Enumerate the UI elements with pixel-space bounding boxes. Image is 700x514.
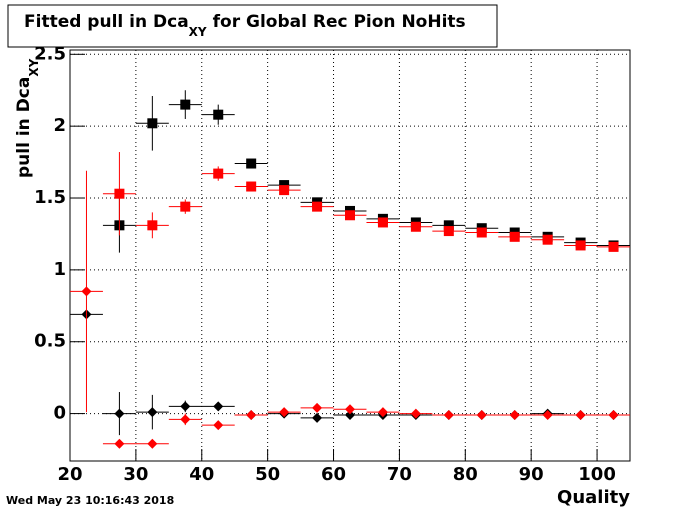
plot-frame xyxy=(69,49,631,462)
title-box xyxy=(7,4,498,48)
marker xyxy=(608,241,619,252)
title-main: Fitted pull in Dca xyxy=(24,12,189,32)
marker xyxy=(147,118,158,129)
x-tick-label: 50 xyxy=(255,464,280,485)
marker xyxy=(246,181,257,192)
marker xyxy=(312,402,323,413)
marker xyxy=(575,410,586,421)
marker xyxy=(114,408,125,419)
marker xyxy=(147,220,158,231)
x-tick-label: 100 xyxy=(578,464,616,485)
marker xyxy=(114,438,125,449)
marker xyxy=(279,185,290,196)
y-axis-label: pull in DcaXY xyxy=(14,58,41,178)
y-label-subscript: XY xyxy=(27,58,41,76)
title-rest: for Global Rec Pion NoHits xyxy=(213,12,466,32)
marker xyxy=(81,286,92,297)
title-subscript: XY xyxy=(189,25,207,39)
marker xyxy=(345,210,355,221)
marker xyxy=(377,407,388,418)
y-tick-label: 0 xyxy=(53,403,66,424)
marker xyxy=(246,410,257,421)
marker xyxy=(443,220,454,231)
marker xyxy=(509,410,520,421)
marker xyxy=(509,231,520,242)
marker xyxy=(377,217,388,228)
x-tick-label: 30 xyxy=(123,464,148,485)
y-tick-label: 1 xyxy=(53,259,66,280)
marker xyxy=(180,201,191,212)
x-tick-label: 80 xyxy=(453,464,478,485)
marker xyxy=(410,408,421,419)
y-tick-label: 2 xyxy=(53,115,66,136)
marker xyxy=(542,234,553,245)
marker xyxy=(279,407,290,418)
marker xyxy=(575,240,586,251)
marker xyxy=(246,158,257,169)
marker xyxy=(312,412,323,423)
y-tick-label: 1.5 xyxy=(34,187,66,208)
marker xyxy=(279,180,290,191)
marker xyxy=(180,401,191,412)
x-tick-label: 20 xyxy=(57,464,82,485)
marker xyxy=(476,410,487,421)
marker xyxy=(608,410,619,421)
y-tick-label: 2.5 xyxy=(34,43,66,64)
marker xyxy=(213,420,224,431)
marker xyxy=(345,410,355,421)
marker xyxy=(542,410,553,421)
x-tick-label: 60 xyxy=(321,464,346,485)
marker xyxy=(180,414,191,425)
x-tick-label: 70 xyxy=(387,464,412,485)
marker xyxy=(114,188,125,199)
marker xyxy=(213,401,224,412)
marker xyxy=(410,221,421,232)
marker xyxy=(312,201,323,212)
marker xyxy=(213,109,224,120)
marker xyxy=(147,438,158,449)
x-axis-label: Quality xyxy=(557,487,630,508)
timestamp: Wed May 23 10:16:43 2018 xyxy=(6,494,174,507)
marker xyxy=(476,227,487,238)
marker xyxy=(213,168,224,179)
x-tick-label: 40 xyxy=(189,464,214,485)
marker xyxy=(443,410,454,421)
chart-title: Fitted pull in DcaXY for Global Rec Pion … xyxy=(24,12,466,39)
y-label-main: pull in Dca xyxy=(14,77,34,178)
marker xyxy=(345,404,355,415)
y-tick-label: 0.5 xyxy=(34,331,66,352)
marker xyxy=(180,99,191,110)
marker xyxy=(147,407,158,418)
x-tick-label: 90 xyxy=(519,464,544,485)
marker xyxy=(443,226,454,237)
